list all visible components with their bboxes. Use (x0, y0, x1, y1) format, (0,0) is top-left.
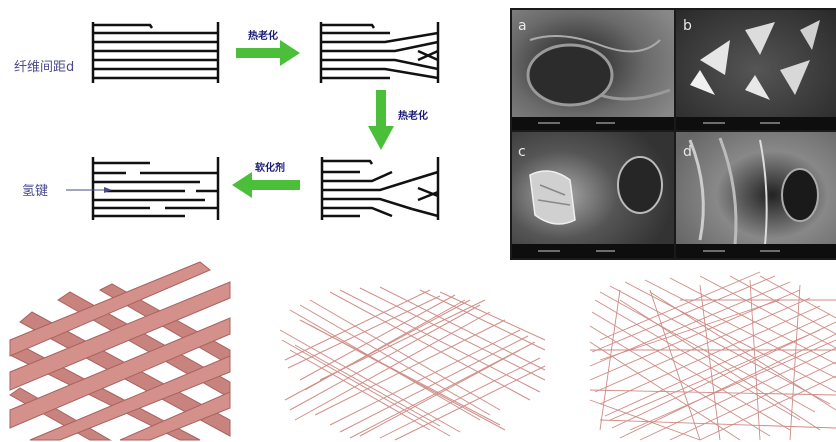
heat-aging-label-1: 热老化 (248, 29, 278, 42)
sem-panel-a (512, 10, 674, 130)
sem-image-grid: a b c d (510, 8, 836, 260)
arrow-heat-aging-down (368, 90, 394, 150)
sem-label-b: b (683, 18, 692, 34)
softener-label: 软化剂 (255, 161, 285, 174)
hydrogen-bond-pointer (66, 187, 112, 193)
woven-lattice-illustration (9, 261, 231, 441)
schematic-softened-fibers (91, 157, 220, 220)
dense-fiber-mat-illustration (589, 271, 836, 441)
schematic-initial-fibers (91, 22, 220, 83)
sem-label-d: d (683, 144, 692, 160)
fibrous-lattice-illustration (279, 286, 546, 441)
schematic-further-aged-fibers (320, 157, 440, 220)
sem-panel-b (676, 10, 836, 130)
sem-panel-d (676, 132, 836, 258)
sem-label-a: a (518, 18, 527, 34)
arrow-softener-left (232, 172, 300, 198)
schematic-aged-fibers (319, 22, 440, 83)
sem-panel-c (512, 132, 674, 258)
heat-aging-label-2: 热老化 (398, 109, 428, 122)
arrow-heat-aging-right (236, 40, 300, 66)
fiber-spacing-label: 纤维间距d (14, 60, 74, 75)
sem-scale-bars (538, 122, 780, 252)
sem-label-c: c (518, 144, 526, 160)
hydrogen-bond-label: 氢键 (22, 184, 48, 199)
